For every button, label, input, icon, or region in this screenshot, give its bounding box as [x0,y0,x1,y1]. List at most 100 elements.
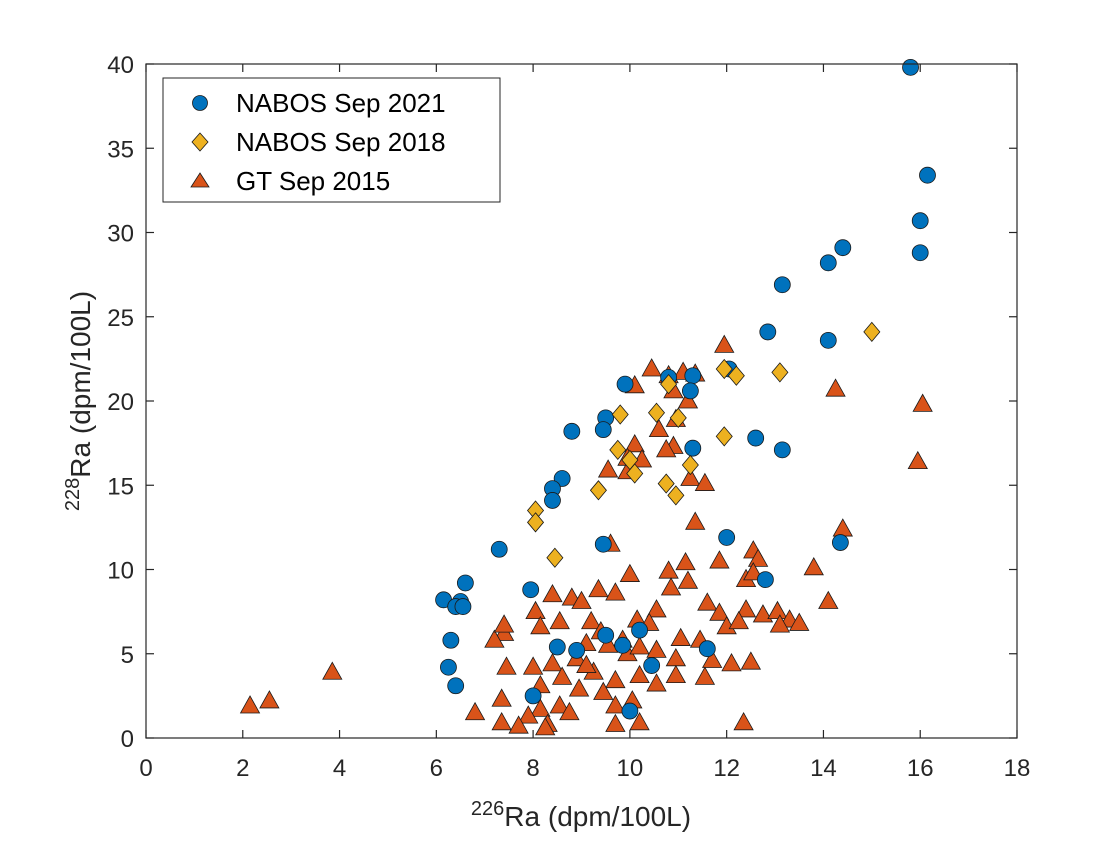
data-point-triangle [568,678,590,697]
data-point-triangle [709,602,730,621]
data-point-circle [597,626,615,644]
data-point-triangle [549,695,570,714]
data-point-diamond [589,480,607,501]
data-point-circle [524,687,542,705]
x-axis-label-text: Ra (dpm/100L) [504,801,691,832]
data-point-triangle [709,550,730,569]
data-point-triangle [518,705,539,724]
data-point-circle [684,439,702,457]
data-point-circle [490,540,508,558]
data-point-circle [684,367,702,385]
data-point-circle [747,429,765,447]
data-point-diamond [546,547,564,568]
x-tick-label: 12 [713,755,740,782]
data-point-circle [819,331,837,349]
y-tick-label: 5 [121,642,134,669]
data-point-triangle [629,712,650,731]
legend-circle-marker [192,95,208,111]
x-tick-label: 4 [333,755,346,782]
data-point-triangle [648,418,670,438]
data-point-circle [544,492,561,509]
y-tick-label: 35 [107,136,134,163]
x-axis-label: 226Ra (dpm/100L) [471,798,691,832]
data-point-triangle [322,661,343,680]
data-point-triangle [728,610,749,630]
data-point-circle [759,323,777,341]
data-point-triangle [559,701,580,721]
data-point-diamond [669,407,687,428]
data-point-diamond [863,321,881,343]
data-point-triangle [646,673,667,692]
data-point-triangle [496,656,517,675]
data-point-triangle [641,358,662,377]
legend: NABOS Sep 2021 NABOS Sep 2018 GT Sep 201… [162,77,501,203]
x-tick-label: 0 [139,755,152,782]
data-point-triangle [605,582,626,601]
y-tick-label: 30 [107,221,134,248]
data-point-triangle [685,511,706,530]
y-tick-label: 20 [107,389,134,416]
data-point-triangle [491,712,512,731]
data-point-triangle [551,666,573,685]
data-point-diamond [667,485,685,506]
data-point-circle [698,640,716,658]
data-point-diamond [611,404,629,425]
data-point-triangle [655,439,677,458]
y-tick-label: 25 [107,305,134,332]
data-point-triangle [769,614,791,633]
y-axis-label-superscript: 228 [62,478,84,511]
data-point-triangle [789,612,810,631]
data-point-circle [616,375,634,393]
data-point-triangle [677,570,699,589]
data-point-circle [756,571,774,589]
data-point-diamond [626,463,644,484]
data-point-circle [594,535,612,553]
data-point-diamond [527,512,545,533]
data-point-triangle [484,629,505,648]
data-point-triangle [597,634,619,653]
data-point-triangle [629,664,650,684]
data-point-triangle [646,639,667,658]
data-point-circle [454,598,472,615]
data-point-triangle [660,577,682,596]
data-point-triangle [629,636,650,655]
data-point-triangle [239,695,261,714]
data-point-diamond [715,426,733,447]
data-point-triangle [571,590,592,609]
data-point-circle [911,244,929,262]
x-tick-label: 2 [236,755,249,782]
data-point-triangle [912,393,933,412]
data-point-circle [681,382,699,400]
data-point-circle [631,621,648,639]
data-point-diamond [715,358,733,380]
data-point-triangle [694,472,716,491]
data-point-triangle [646,599,667,618]
data-point-triangle [697,592,718,611]
y-tick-label: 10 [107,558,134,585]
data-point-triangle [259,690,280,709]
axis-ticks: 0 2 4 6 8 10 12 14 16 18 0 5 10 15 20 25 30 35 40 [107,52,1030,782]
data-point-circle [447,677,465,695]
data-point-circle [568,641,586,659]
y-axis-label: 228Ra (dpm/100L) [62,291,96,511]
data-point-circle [773,441,791,459]
data-point-triangle [624,433,645,453]
x-tick-label: 8 [526,755,539,782]
data-point-triangle [525,600,546,620]
y-tick-label: 15 [107,473,134,500]
data-point-triangle [733,712,754,731]
data-point-diamond [727,365,745,386]
data-point-circle [563,422,581,440]
data-point-circle [902,58,919,76]
data-point-diamond [609,439,627,460]
data-point-triangle [508,715,529,734]
data-point-triangle [747,548,769,567]
data-point-triangle [542,583,563,603]
data-point-triangle [597,459,619,478]
x-tick-label: 10 [617,755,644,782]
data-point-triangle [576,654,597,673]
data-point-triangle [491,688,512,707]
legend-label: GT Sep 2015 [236,166,390,196]
legend-label: NABOS Sep 2021 [236,88,446,118]
data-point-triangle [680,467,701,486]
